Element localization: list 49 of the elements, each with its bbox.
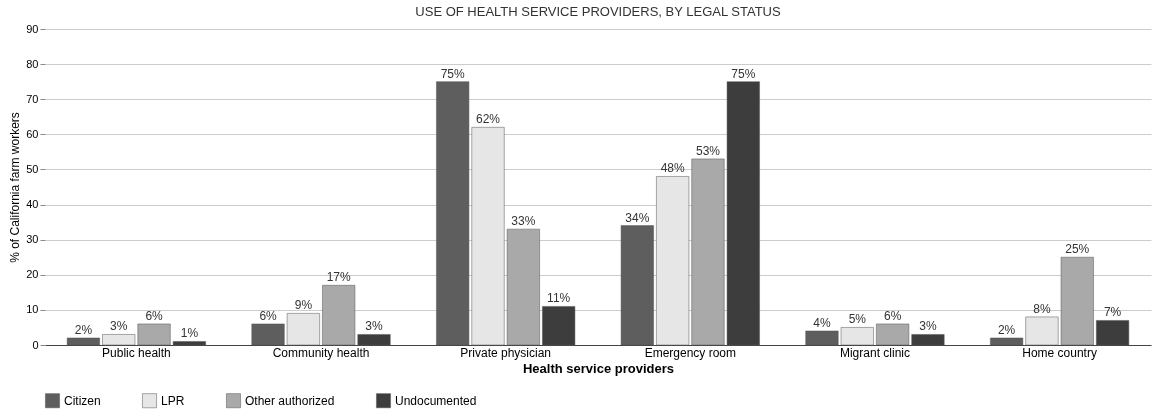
data-label: 5% [848,312,867,327]
y-tick-label: 70 [26,92,39,105]
data-label: 17% [326,270,352,285]
data-label: 6% [259,308,278,323]
y-tick-label: 0 [32,338,39,351]
legend-label: Undocumented [395,393,477,408]
data-label: 1% [180,326,199,341]
y-tick-label: 90 [26,22,39,35]
data-label: 33% [511,214,536,229]
data-label: 3% [110,319,128,334]
data-label: 6% [883,308,902,323]
data-label: 34% [625,210,650,225]
x-tick-label: Emergency room [644,345,737,360]
data-label: 75% [440,66,466,81]
x-tick-label: Public health [102,345,171,360]
data-label: 3% [919,319,937,334]
y-tick-label: 40 [26,198,39,211]
x-tick-label: Home country [1022,345,1097,360]
y-tick-label: 60 [26,127,39,140]
y-tick-label: 50 [26,162,39,175]
x-tick-label: Community health [272,345,370,360]
data-label: 11% [547,291,571,306]
data-label: 75% [731,66,756,81]
chart-title: USE OF HEALTH SERVICE PROVIDERS, BY LEGAL STATUS [415,4,781,19]
data-label: 48% [660,161,685,176]
y-tick-label: 80 [26,57,39,70]
data-label: 9% [294,298,313,313]
data-label: 53% [695,143,721,158]
x-tick-label: Private physician [460,345,552,360]
y-axis-title: % of California farm workers [8,112,23,263]
legend-label: Citizen [64,393,101,408]
data-label: 25% [1065,242,1090,257]
data-label: 2% [997,322,1016,337]
y-tick-label: 10 [26,303,39,316]
x-axis-title: Health service providers [522,360,675,376]
data-label: 6% [145,308,164,323]
data-label: 7% [1103,305,1122,320]
data-label: 2% [74,322,93,337]
data-label: 62% [476,112,501,127]
y-tick-label: 30 [26,233,39,246]
x-tick-label: Migrant clinic [839,345,910,360]
bar [66,337,100,346]
legend-label: LPR [161,393,185,408]
y-tick-label: 20 [26,268,39,281]
data-label: 4% [813,315,831,330]
data-label: 3% [365,319,384,334]
legend-label: Other authorized [245,393,335,408]
data-label: 8% [1033,301,1051,316]
bar [620,225,654,346]
